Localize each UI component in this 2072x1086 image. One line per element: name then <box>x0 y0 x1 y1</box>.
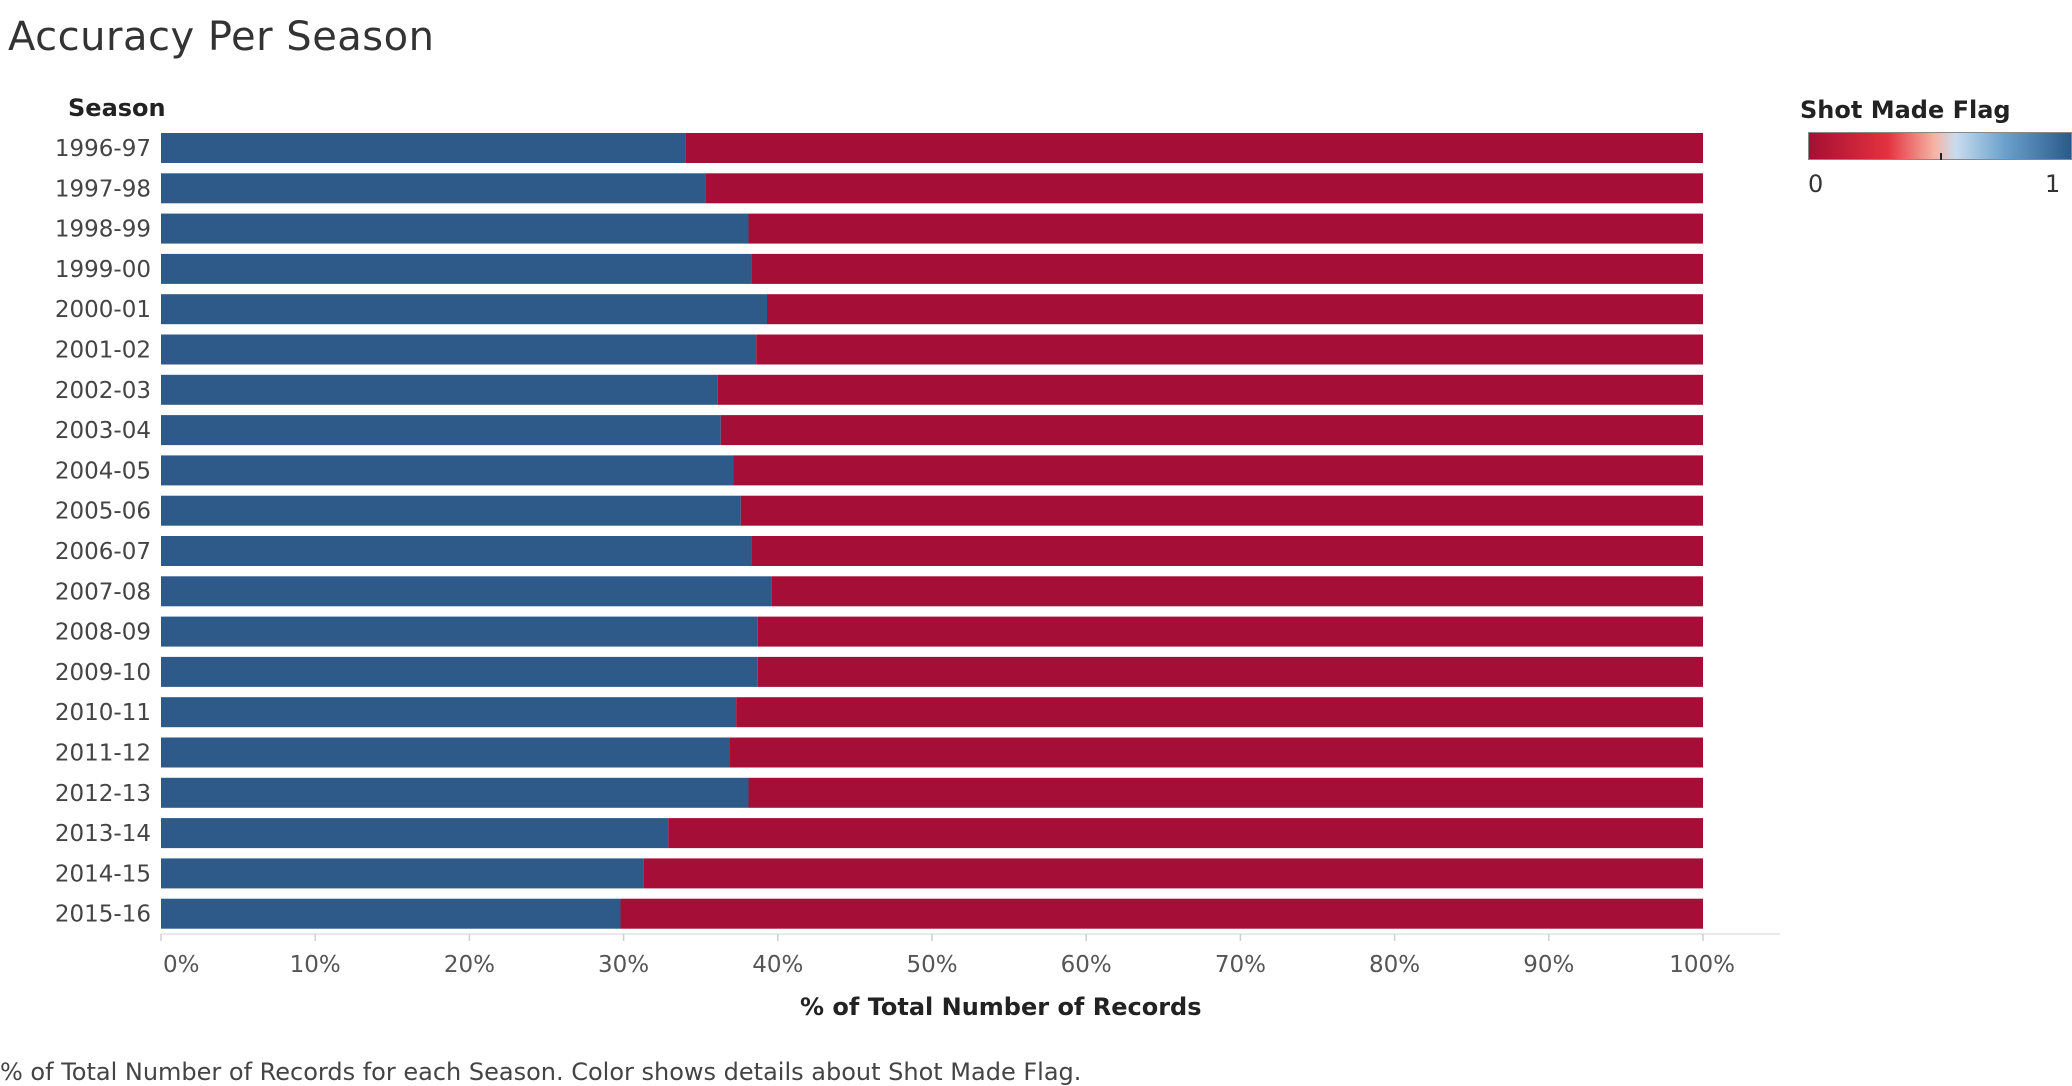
y-tick-label: 2004-05 <box>55 458 151 484</box>
bar-missed[interactable] <box>757 656 1703 687</box>
bar-made[interactable] <box>161 576 772 607</box>
x-tick-label: 50% <box>906 952 957 978</box>
bar-missed[interactable] <box>767 294 1703 325</box>
bar-missed[interactable] <box>620 898 1703 929</box>
bar-missed[interactable] <box>733 455 1703 486</box>
x-tick-label: 10% <box>290 952 341 978</box>
bar-missed[interactable] <box>717 374 1703 405</box>
y-tick-label: 2003-04 <box>55 418 151 444</box>
y-tick-label: 2012-13 <box>55 781 151 807</box>
bar-made[interactable] <box>161 616 758 647</box>
y-axis-header: Season <box>68 94 166 122</box>
x-tick-label: 70% <box>1215 952 1266 978</box>
bar-missed[interactable] <box>643 858 1703 889</box>
y-tick-label: 2007-08 <box>55 579 151 605</box>
bar-missed[interactable] <box>729 737 1703 768</box>
bar-missed[interactable] <box>748 213 1703 244</box>
bar-missed[interactable] <box>751 253 1703 284</box>
chart-caption: % of Total Number of Records for each Se… <box>0 1058 1082 1086</box>
y-tick-label: 1999-00 <box>55 257 151 283</box>
y-tick-label: 2006-07 <box>55 539 151 565</box>
x-axis-title: % of Total Number of Records <box>800 993 1202 1021</box>
x-tick-label: 0% <box>163 952 200 978</box>
legend-midpoint-tick <box>1940 153 1942 160</box>
bar-made[interactable] <box>161 374 718 405</box>
legend-max-label: 1 <box>2045 170 2061 198</box>
bar-made[interactable] <box>161 737 730 768</box>
y-tick-label: 2009-10 <box>55 660 151 686</box>
x-tick-label: 90% <box>1523 952 1574 978</box>
bar-made[interactable] <box>161 173 706 204</box>
bar-made[interactable] <box>161 415 721 446</box>
y-tick-label: 2005-06 <box>55 499 151 525</box>
legend-min-label: 0 <box>1808 170 1824 198</box>
y-tick-label: 2010-11 <box>55 700 151 726</box>
bar-made[interactable] <box>161 455 734 486</box>
bar-made[interactable] <box>161 656 758 687</box>
bar-missed[interactable] <box>685 133 1703 163</box>
bar-missed[interactable] <box>771 576 1703 607</box>
bar-made[interactable] <box>161 253 752 284</box>
bar-made[interactable] <box>161 334 757 365</box>
bar-made[interactable] <box>161 697 737 728</box>
y-tick-label: 2013-14 <box>55 821 151 847</box>
bar-missed[interactable] <box>705 173 1703 204</box>
bar-missed[interactable] <box>736 697 1703 728</box>
bar-made[interactable] <box>161 777 749 808</box>
x-tick-label: 40% <box>752 952 803 978</box>
legend-title: Shot Made Flag <box>1800 96 2011 124</box>
chart-title: Accuracy Per Season <box>8 14 435 60</box>
bar-made[interactable] <box>161 858 644 889</box>
bar-missed[interactable] <box>668 818 1703 849</box>
y-tick-label: 2001-02 <box>55 338 151 364</box>
bar-missed[interactable] <box>740 495 1703 526</box>
bar-made[interactable] <box>161 133 686 163</box>
bar-made[interactable] <box>161 536 752 566</box>
bar-missed[interactable] <box>757 616 1703 647</box>
x-tick-label: 60% <box>1061 952 1112 978</box>
x-tick-label: 80% <box>1369 952 1420 978</box>
y-tick-label: 2000-01 <box>55 297 151 323</box>
bar-made[interactable] <box>161 898 621 929</box>
bar-missed[interactable] <box>720 415 1703 446</box>
bar-missed[interactable] <box>751 536 1703 566</box>
bar-missed[interactable] <box>756 334 1703 365</box>
bar-made[interactable] <box>161 495 741 526</box>
bar-made[interactable] <box>161 294 768 325</box>
bar-made[interactable] <box>161 213 749 244</box>
y-tick-label: 2008-09 <box>55 620 151 646</box>
y-tick-label: 2014-15 <box>55 861 151 887</box>
x-tick-label: 30% <box>598 952 649 978</box>
y-tick-label: 1997-98 <box>55 176 151 202</box>
y-tick-label: 1998-99 <box>55 217 151 243</box>
x-tick-label: 20% <box>444 952 495 978</box>
bar-missed[interactable] <box>748 777 1703 808</box>
y-tick-label: 2015-16 <box>55 902 151 928</box>
y-tick-label: 1996-97 <box>55 136 151 162</box>
y-tick-label: 2011-12 <box>55 741 151 767</box>
bar-made[interactable] <box>161 818 669 849</box>
y-tick-label: 2002-03 <box>55 378 151 404</box>
x-tick-label: 100% <box>1669 952 1735 978</box>
